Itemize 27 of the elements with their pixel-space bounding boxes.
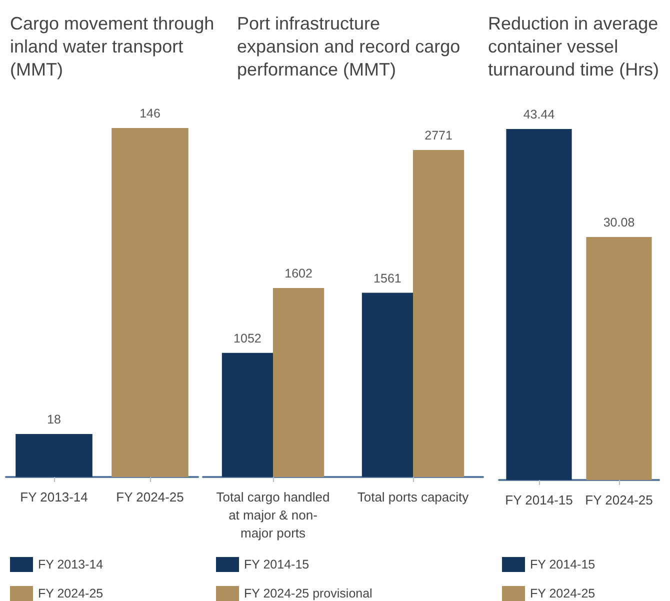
data-label: 2771	[424, 128, 452, 142]
x-tick-label: FY 2013-14	[20, 490, 88, 504]
data-label: 18	[47, 412, 61, 426]
data-label: 30.08	[603, 215, 635, 230]
x-tick-label: FY 2024-25	[585, 492, 653, 508]
bar	[413, 150, 464, 477]
bar	[222, 352, 273, 477]
legend-label: FY 2013-14	[38, 558, 104, 572]
legend-label: FY 2024-25 provisional	[244, 586, 372, 600]
x-tick-label: FY 2014-15	[505, 492, 573, 508]
chart-title: Reduction in average container vessel turnaround time (Hrs)	[488, 14, 660, 80]
legend-label: FY 2014-15	[530, 558, 596, 572]
data-label: 146	[140, 106, 160, 120]
bar	[273, 288, 324, 477]
data-label: 43.44	[523, 108, 555, 122]
x-tick-label: Total ports capacity	[357, 490, 470, 504]
bar	[362, 292, 413, 477]
legend-label: FY 2014-15	[244, 558, 310, 572]
legend-label: FY 2024-25	[530, 586, 596, 600]
data-label: 1602	[284, 266, 312, 280]
x-tick-label: FY 2024-25	[116, 490, 184, 504]
legend-label: FY 2024-25	[38, 586, 104, 600]
chart-title: Cargo movement through inland water transport (MMT)	[10, 14, 214, 80]
x-tick-label: Total cargo handled at major & non-major ports	[216, 490, 330, 540]
chart-title: Port infrastructure expansion and record cargo performance (MMT)	[237, 14, 460, 80]
data-label: 1561	[374, 271, 402, 286]
data-label: 1052	[234, 331, 262, 346]
